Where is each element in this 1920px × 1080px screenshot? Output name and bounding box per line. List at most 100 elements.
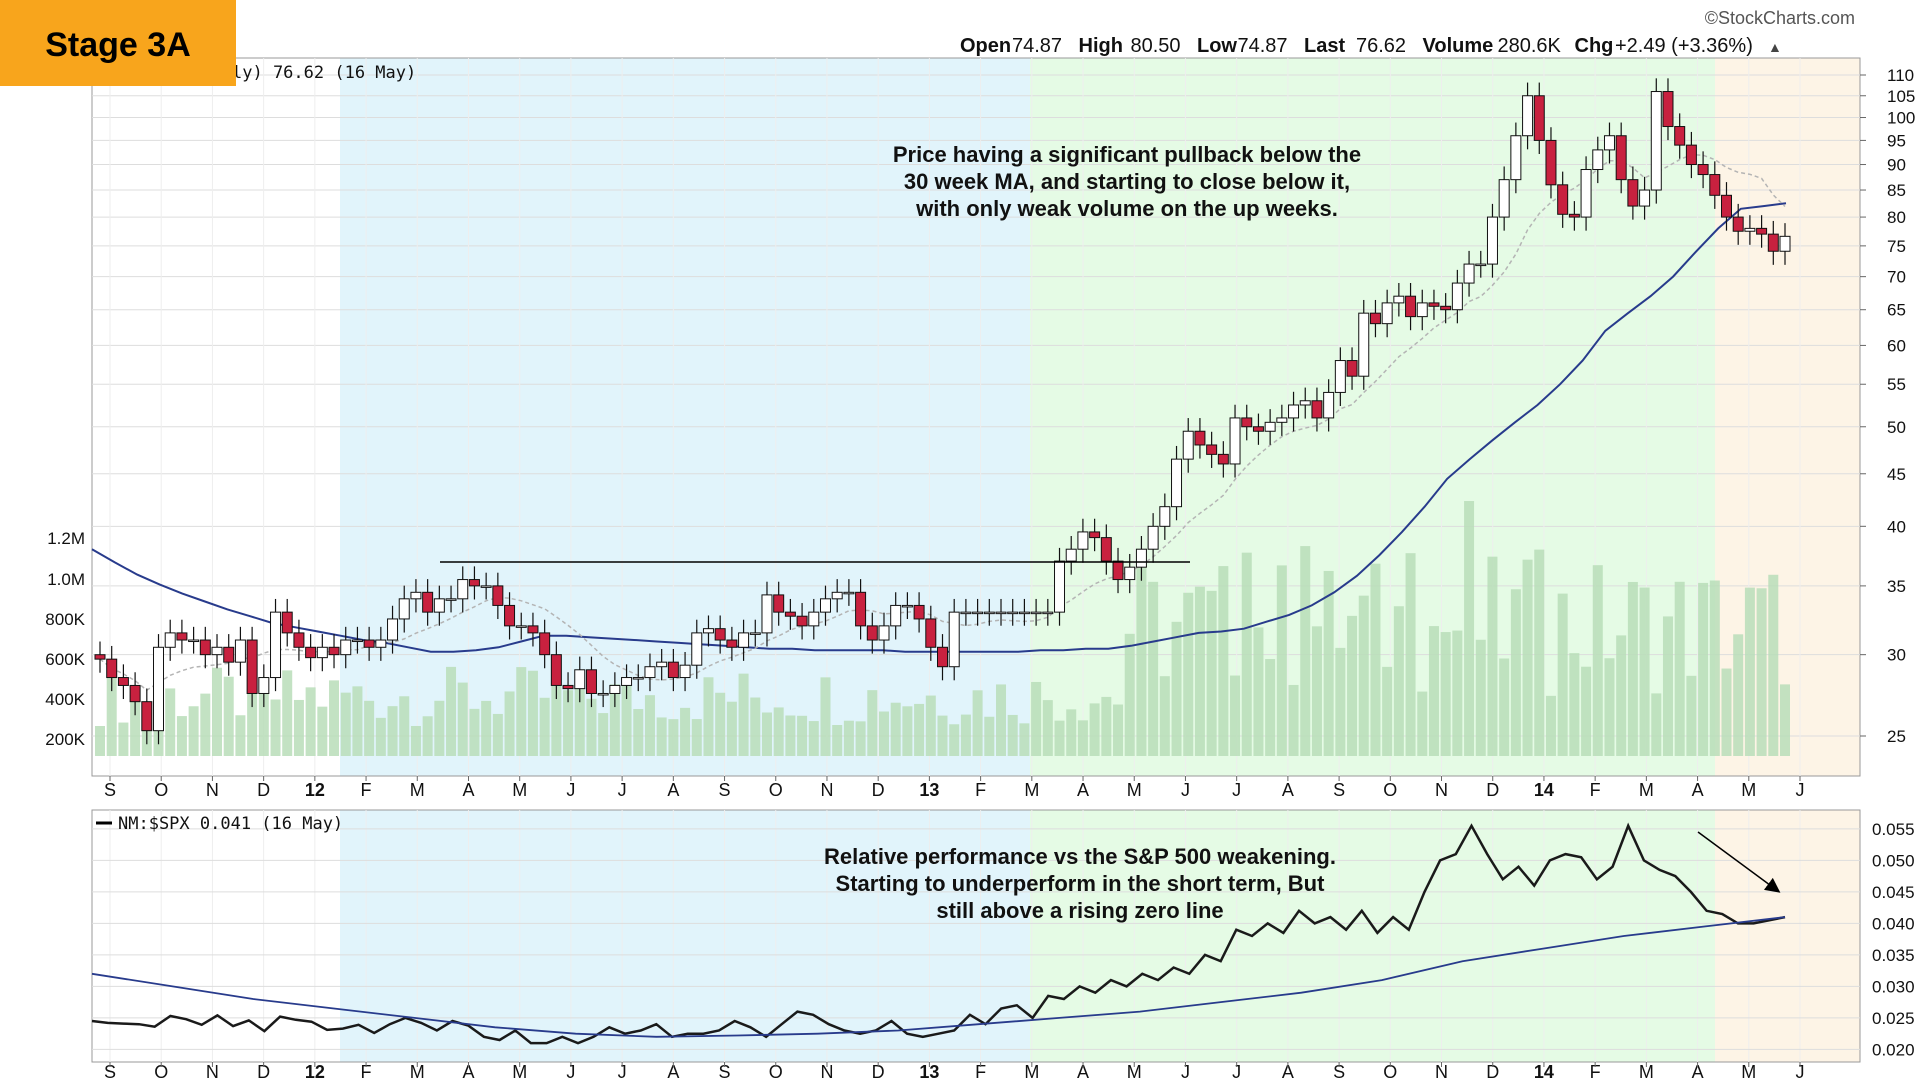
candle-body (504, 604, 516, 627)
volume-bar (165, 688, 176, 756)
x-axis-label-bottom: O (154, 1062, 168, 1080)
rs-line (91, 822, 1786, 1045)
volume-bar (761, 712, 772, 756)
quote-up-arrow: ▲ (1768, 39, 1782, 55)
x-axis-label-top: 14 (1534, 780, 1554, 800)
x-axis-label-top: O (1383, 780, 1397, 800)
candle-body (316, 646, 328, 659)
quote-key: Low (1197, 35, 1237, 57)
quote-value: +2.49 (+3.36%) (1615, 35, 1753, 57)
candle-body (1416, 302, 1428, 318)
candle-body (1381, 302, 1393, 325)
volume-bar (644, 695, 655, 756)
x-axis-label-bottom: M (1127, 1062, 1142, 1080)
stage2-zone-rs (1030, 810, 1715, 1062)
x-axis-label-bottom: S (104, 1062, 116, 1080)
volume-bar (1592, 565, 1603, 756)
x-axis-label-top: A (1282, 780, 1294, 800)
candle-body (1568, 213, 1580, 218)
axis-labels: 25 30 35 40 45 50 55 60 65 70 75 80 85 90 95 100 105 110 2… (45, 66, 1915, 1080)
price-tick-label: 30 (1887, 646, 1906, 665)
price-tick-label: 75 (1887, 237, 1906, 256)
volume-bar (1709, 580, 1720, 756)
candle-body (644, 666, 656, 679)
price-tick-label: 50 (1887, 418, 1906, 437)
volume-bar (223, 676, 234, 756)
candle-body (831, 591, 843, 600)
x-axis-label-bottom: F (1590, 1062, 1601, 1080)
volume-bar (937, 715, 948, 756)
volume-bar (422, 716, 433, 756)
candle-body (176, 632, 188, 641)
volume-bar (1744, 587, 1755, 756)
candle-body (1732, 216, 1744, 232)
volume-bar (235, 715, 246, 756)
price-annotation-line: 30 week MA, and starting to close below … (904, 169, 1350, 194)
volume-bar (715, 692, 726, 756)
volume-bar (1662, 616, 1673, 756)
volume-bar (960, 714, 971, 756)
x-axis-label-top: M (1741, 780, 1756, 800)
candle-body (1089, 531, 1101, 539)
candle-body (1323, 391, 1335, 419)
volume-bar (1452, 630, 1463, 756)
candle-body (597, 692, 609, 696)
volume-bar (1569, 653, 1580, 756)
price-tick-label: 85 (1887, 181, 1906, 200)
volume-bar (469, 708, 480, 756)
price-tick-label: 40 (1887, 517, 1906, 536)
price-tick-label: 35 (1887, 577, 1906, 596)
candle-body (995, 611, 1007, 615)
volume-bar (1674, 581, 1685, 756)
volume-bar (832, 724, 843, 756)
candle-body (1007, 611, 1019, 615)
stage-badge (0, 0, 236, 86)
volume-bar (1148, 581, 1159, 756)
candle-body (866, 625, 878, 641)
quote-bar: Open 74.87 High 80.50 Low 74.87 Last 76.62 Volum… (960, 35, 1782, 57)
candle-body (1486, 216, 1498, 265)
x-axis-label-top: 13 (919, 780, 939, 800)
price-annotation-line: Price having a significant pullback belo… (893, 142, 1361, 167)
volume-bar (668, 719, 679, 756)
x-axis-label-bottom: S (1333, 1062, 1345, 1080)
candle-body (819, 598, 831, 613)
weakening-arrow (1697, 831, 1781, 893)
candle-body (691, 632, 703, 666)
rs-annotation-line: still above a rising zero line (936, 898, 1223, 923)
x-axis-label-bottom: F (361, 1062, 372, 1080)
volume-bar (1475, 639, 1486, 756)
volume-bar (375, 717, 386, 756)
candle-body (1030, 611, 1042, 615)
x-axis-label-top: D (1486, 780, 1499, 800)
volume-bar (1686, 675, 1697, 756)
quote-value: 74.87 (1238, 35, 1288, 57)
volume-bar (1627, 581, 1638, 756)
candle-body (1685, 144, 1697, 166)
candle-body (1639, 189, 1651, 207)
volume-bar (516, 667, 527, 756)
volume-bar (1768, 574, 1779, 756)
x-axis-label-bottom: J (1181, 1062, 1190, 1080)
candle-body (749, 632, 761, 635)
quote-key: Open (960, 35, 1011, 57)
volume-bar (1007, 714, 1018, 756)
volume-bar (434, 700, 445, 756)
x-axis-label-top: D (872, 780, 885, 800)
candle-body (784, 611, 796, 617)
x-axis-label-bottom: O (1383, 1062, 1397, 1080)
x-axis-label-bottom: D (872, 1062, 885, 1080)
volume-bar (1358, 595, 1369, 756)
volume-tick-label: 400K (45, 690, 85, 709)
candle-body (1475, 263, 1487, 267)
candle-body (117, 677, 129, 686)
quote-value: 76.62 (1356, 35, 1406, 57)
volume-bar (118, 722, 129, 756)
rs-annotation-line: Starting to underperform in the short te… (836, 871, 1326, 896)
price-tick-label: 60 (1887, 336, 1906, 355)
volume-bar (329, 680, 340, 756)
x-axis-label-bottom: M (1741, 1062, 1756, 1080)
volume-bar (1183, 592, 1194, 756)
volume-bar (1616, 635, 1627, 756)
volume-bar (1253, 627, 1264, 756)
